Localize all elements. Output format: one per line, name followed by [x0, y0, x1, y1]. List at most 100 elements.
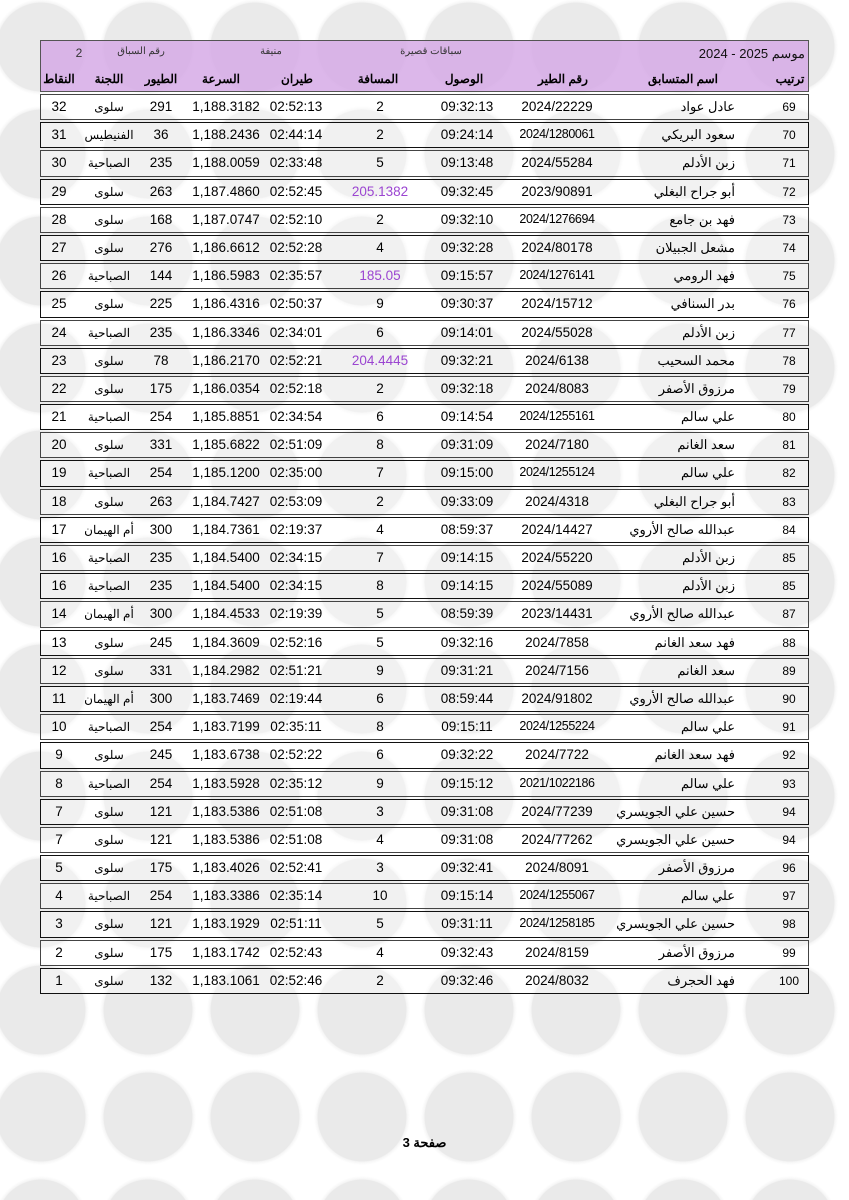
col-committee: اللجنة [94, 72, 124, 86]
cell-ring: 2024/15712 [521, 296, 593, 312]
cell-arrival: 08:59:44 [440, 690, 494, 706]
cell-distance: 6 [376, 747, 384, 763]
cell-rank: 94 [782, 832, 796, 847]
cell-committee: أم الهيمان [84, 691, 134, 706]
cell-speed: 1,184.7427 [192, 493, 260, 509]
cell-ring: 2024/77239 [521, 803, 593, 819]
cell-distance: 4 [376, 944, 384, 960]
cell-ring: 2024/1255224 [519, 719, 595, 734]
cell-name: أبو جراح البغلي [653, 493, 735, 509]
cell-committee: سلوى [94, 494, 124, 509]
cell-points: 19 [51, 465, 67, 481]
cell-birds: 175 [149, 380, 173, 396]
cell-distance: 5 [376, 916, 384, 932]
table-row: 85 زبن الأدلم 2024/55220 09:14:15 7 02:34:15 1… [40, 545, 809, 572]
cell-birds: 300 [149, 521, 173, 537]
cell-arrival: 09:32:41 [440, 860, 494, 876]
table-row: 87 عبدالله صالح الأروي 2023/14431 08:59:39 5… [40, 601, 809, 628]
cell-committee: سلوى [94, 973, 124, 988]
cell-committee: الصباحية [87, 889, 131, 904]
cell-arrival: 09:15:14 [440, 888, 494, 904]
cell-rank: 81 [782, 438, 796, 453]
cell-arrival: 08:59:37 [440, 521, 494, 537]
cell-speed: 1,183.3386 [192, 888, 260, 904]
cell-birds: 254 [149, 888, 173, 904]
cell-name: أبو جراح البغلي [653, 183, 735, 199]
cell-birds: 245 [149, 634, 173, 650]
col-distance: المسافة [357, 72, 399, 86]
cell-name: علي سالم [681, 775, 735, 791]
cell-ring: 2024/7858 [525, 634, 589, 650]
cell-ring: 2024/55028 [521, 324, 593, 340]
cell-points: 2 [55, 944, 63, 960]
cell-arrival: 09:15:12 [440, 775, 494, 791]
cell-flight: 02:51:08 [269, 803, 323, 819]
cell-points: 23 [51, 352, 67, 368]
cell-points: 8 [55, 775, 63, 791]
cell-birds: 254 [149, 719, 173, 735]
cell-points: 31 [51, 127, 67, 143]
cell-distance: 7 [376, 465, 384, 481]
cell-speed: 1,186.4316 [192, 296, 260, 312]
table-row: 76 بدر السنافي 2024/15712 09:30:37 9 02:50:37… [40, 291, 809, 318]
table-row: 98 حسين علي الجويسري 2024/1258185 09:31:11 5… [40, 911, 809, 938]
cell-committee: سلوى [94, 861, 124, 876]
cell-ring: 2024/80178 [521, 239, 593, 255]
cell-speed: 1,185.6822 [192, 437, 260, 453]
cell-committee: الصباحية [87, 410, 131, 425]
cell-ring: 2024/1255161 [519, 409, 595, 424]
table-row: 83 أبو جراح البغلي 2024/4318 09:33:09 2 02:53… [40, 488, 809, 515]
cell-birds: 263 [149, 183, 173, 199]
cell-speed: 1,186.3346 [192, 324, 260, 340]
cell-name: علي سالم [681, 409, 735, 425]
table-row: 69 عادل عواد 2024/22229 09:32:13 2 02:52:13 1,… [40, 94, 809, 121]
cell-arrival: 09:32:18 [440, 380, 494, 396]
cell-committee: الصباحية [87, 579, 131, 594]
cell-points: 7 [55, 803, 63, 819]
cell-arrival: 09:14:15 [440, 550, 494, 565]
cell-flight: 02:34:54 [269, 409, 323, 425]
cell-arrival: 09:32:21 [440, 352, 494, 368]
cell-name: فهد سعد الغانم [654, 634, 735, 650]
cell-rank: 89 [782, 663, 796, 678]
table-row: 91 علي سالم 2024/1255224 09:15:11 8 02:35:11 1… [40, 714, 809, 741]
cell-committee: الصباحية [87, 551, 131, 565]
cell-arrival: 09:32:46 [440, 972, 494, 988]
cell-flight: 02:52:28 [269, 239, 323, 255]
cell-speed: 1,184.5400 [192, 578, 260, 594]
cell-committee: سلوى [94, 917, 124, 932]
table-row: 88 فهد سعد الغانم 2024/7858 09:32:16 5 02:52:… [40, 629, 809, 656]
cell-arrival: 09:13:48 [440, 155, 494, 171]
cell-flight: 02:51:21 [269, 662, 323, 678]
cell-committee: سلوى [94, 297, 124, 312]
cell-arrival: 09:32:28 [440, 239, 494, 255]
cell-speed: 1,186.6612 [192, 239, 260, 255]
cell-points: 25 [51, 296, 67, 312]
cell-points: 21 [51, 409, 67, 425]
cell-distance: 4 [376, 831, 384, 847]
cell-ring: 2024/14427 [521, 521, 593, 537]
race-type: سباقات قصيرة [400, 46, 462, 57]
cell-arrival: 09:32:13 [440, 99, 494, 114]
cell-speed: 1,183.6738 [192, 747, 260, 763]
cell-speed: 1,183.5386 [192, 803, 260, 819]
cell-birds: 78 [153, 352, 169, 368]
cell-rank: 83 [782, 494, 796, 509]
cell-rank: 75 [782, 269, 796, 284]
cell-points: 28 [51, 211, 67, 227]
race-number: 2 [75, 46, 83, 60]
cell-ring: 2024/8091 [525, 860, 589, 876]
cell-rank: 79 [782, 381, 796, 396]
cell-flight: 02:35:14 [269, 888, 323, 904]
table-row: 79 مرزوق الأصفر 2024/8083 09:32:18 2 02:52:18… [40, 375, 809, 403]
cell-committee: أم الهيمان [84, 607, 134, 622]
cell-arrival: 09:30:37 [440, 296, 494, 312]
cell-ring: 2024/7722 [525, 747, 589, 763]
cell-rank: 80 [782, 410, 796, 425]
cell-name: حسين علي الجويسري [616, 803, 735, 819]
cell-birds: 276 [149, 239, 173, 255]
table-row: 72 أبو جراح البغلي 2023/90891 09:32:45 205.1… [40, 178, 809, 205]
cell-committee: سلوى [94, 945, 124, 960]
cell-distance: 6 [376, 690, 384, 706]
race-number-label: رقم السباق [117, 46, 165, 57]
